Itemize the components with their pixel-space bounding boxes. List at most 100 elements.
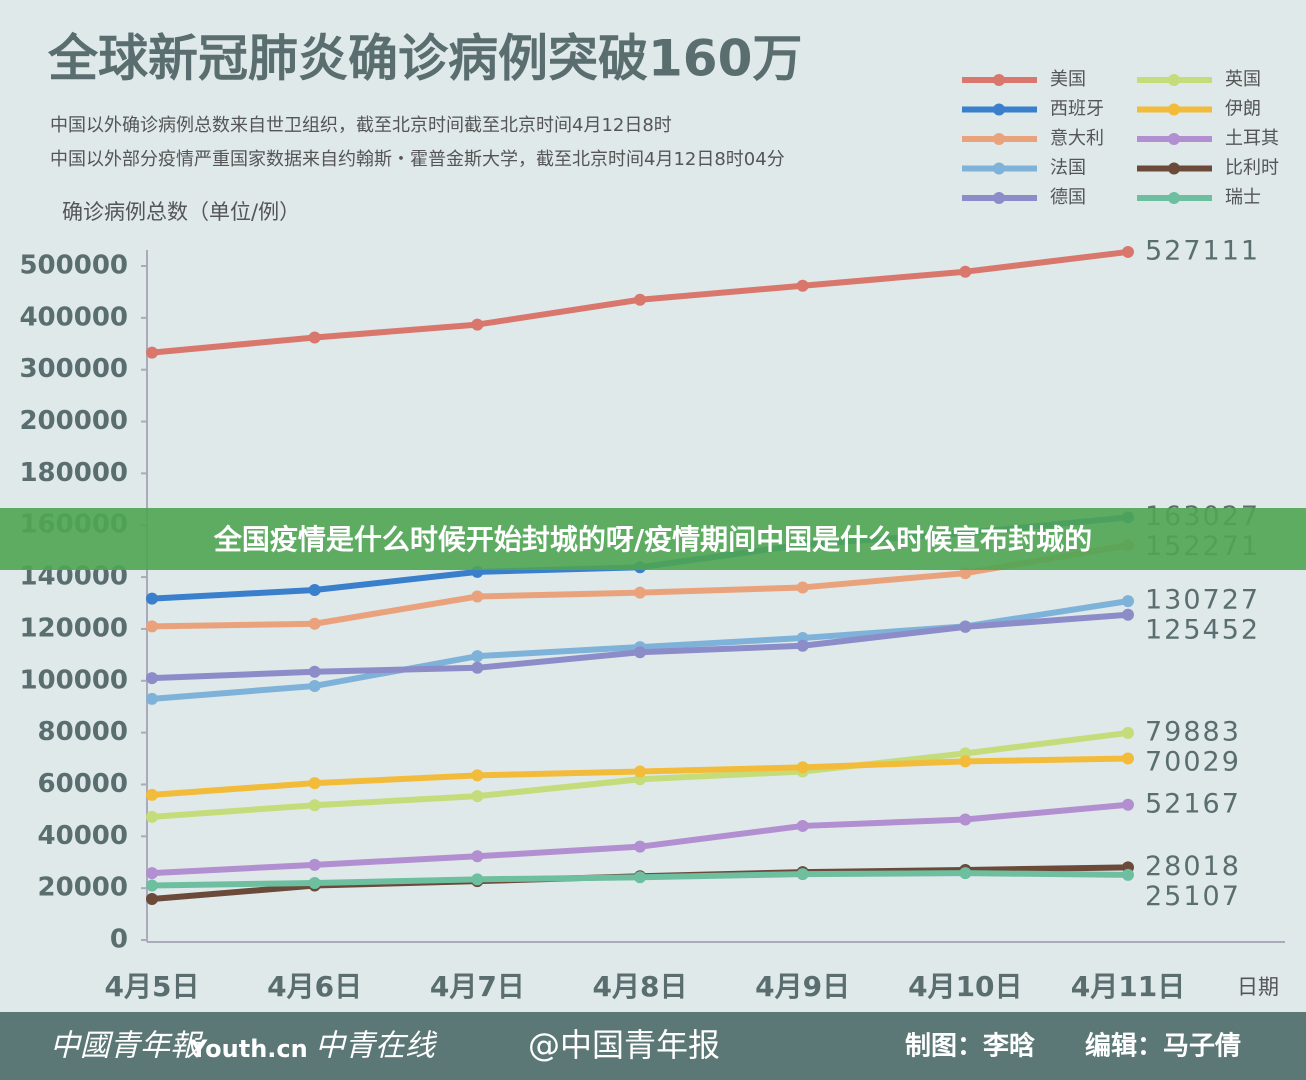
y-tick-label: 40000 — [38, 821, 128, 851]
subtitle: 中国以外部分疫情严重国家数据来自约翰斯・霍普金斯大学，截至北京时间4月12日8时… — [50, 149, 785, 170]
y-tick-label: 100000 — [19, 665, 128, 695]
data-point — [634, 871, 646, 884]
legend-swatch — [993, 103, 1005, 116]
y-tick-label: 400000 — [19, 302, 128, 332]
data-point — [634, 765, 646, 778]
x-tick-label: 4月10日 — [908, 970, 1022, 1003]
data-point — [634, 840, 646, 853]
data-point — [146, 810, 158, 823]
data-label: 52167 — [1145, 788, 1241, 819]
data-point — [1122, 245, 1134, 258]
y-axis-label: 确诊病例总数（单位/例） — [62, 200, 300, 224]
legend-swatch — [1168, 133, 1180, 145]
credit: 编辑：马子倩 — [1085, 1031, 1241, 1062]
data-point — [796, 639, 809, 652]
data-point — [146, 893, 158, 906]
data-point — [1122, 798, 1134, 811]
x-tick-label: 4月6日 — [267, 970, 362, 1003]
legend-swatch — [1168, 192, 1180, 204]
data-point — [146, 879, 158, 892]
data-point — [634, 293, 646, 306]
data-point — [959, 755, 972, 768]
data-point — [471, 790, 484, 803]
data-point — [471, 650, 484, 663]
subtitle: 中国以外确诊病例总数来自世卫组织，截至北京时间截至北京时间4月12日8时 — [50, 115, 672, 136]
data-point — [471, 850, 484, 863]
data-point — [146, 692, 158, 705]
legend-label: 法国 — [1050, 158, 1086, 179]
legend-swatch — [993, 74, 1005, 86]
data-label: 28018 — [1145, 851, 1241, 882]
x-tick-label: 4月5日 — [105, 970, 200, 1003]
credit: 制图：李晗 — [905, 1031, 1035, 1062]
data-point — [146, 867, 158, 880]
y-tick-label: 200000 — [19, 406, 128, 436]
y-tick-label: 80000 — [38, 717, 128, 747]
data-point — [959, 567, 972, 580]
y-tick-label: 60000 — [38, 769, 128, 799]
data-point — [1122, 608, 1134, 621]
data-point — [471, 661, 484, 674]
data-point — [308, 617, 321, 630]
data-point — [471, 590, 484, 603]
legend-swatch — [1168, 103, 1180, 116]
banner-text: 全国疫情是什么时候开始封城的呀/疫情期间中国是什么时候宣布封城的 — [213, 523, 1092, 556]
legend-label: 伊朗 — [1225, 99, 1261, 120]
legend-label: 意大利 — [1050, 128, 1104, 149]
data-point — [796, 761, 809, 774]
data-point — [959, 620, 972, 633]
data-point — [471, 769, 484, 782]
legend-swatch — [993, 133, 1005, 145]
logo: 中青在线 — [315, 1029, 438, 1064]
legend-label: 瑞士 — [1225, 187, 1261, 208]
legend-label: 西班牙 — [1050, 99, 1104, 120]
data-point — [959, 265, 972, 278]
data-point — [308, 777, 321, 790]
weibo: @中国青年报 — [528, 1026, 720, 1064]
x-tick-label: 4月7日 — [430, 970, 525, 1003]
data-point — [308, 584, 321, 597]
legend-swatch — [1168, 162, 1180, 175]
legend-label: 比利时 — [1225, 158, 1279, 179]
data-label: 130727 — [1145, 585, 1260, 616]
data-point — [959, 813, 972, 826]
data-point — [796, 581, 809, 594]
legend-swatch — [993, 192, 1005, 204]
data-point — [308, 876, 321, 889]
data-point — [308, 679, 321, 692]
legend-label: 土耳其 — [1225, 128, 1279, 149]
y-tick-label: 300000 — [19, 354, 128, 384]
data-point — [796, 819, 809, 832]
logo: 中國青年報 — [50, 1029, 204, 1064]
y-tick-label: 500000 — [19, 251, 128, 281]
data-point — [308, 799, 321, 812]
legend-label: 德国 — [1050, 187, 1086, 208]
x-tick-label: 4月8日 — [593, 970, 688, 1003]
y-tick-label: 120000 — [19, 613, 128, 643]
legend-label: 美国 — [1050, 69, 1086, 90]
data-point — [796, 868, 809, 881]
data-point — [634, 586, 646, 599]
y-tick-label: 0 — [110, 925, 128, 955]
data-label: 79883 — [1145, 716, 1241, 747]
data-point — [308, 665, 321, 678]
data-label: 527111 — [1145, 235, 1260, 266]
chart-title: 全球新冠肺炎确诊病例突破160万 — [47, 30, 802, 88]
x-tick-label: 4月9日 — [755, 970, 850, 1003]
data-label: 125452 — [1145, 615, 1260, 646]
logo: Youth.cn — [189, 1035, 308, 1063]
data-point — [471, 318, 484, 331]
y-tick-label: 180000 — [19, 458, 128, 488]
data-point — [959, 867, 972, 880]
data-point — [146, 672, 158, 685]
data-point — [1122, 752, 1134, 765]
data-point — [308, 331, 321, 344]
data-point — [146, 346, 158, 359]
plot-area: 0200004000060000800001000001200001400001… — [19, 235, 1260, 1003]
legend-label: 英国 — [1225, 69, 1261, 90]
legend-swatch — [1168, 74, 1180, 86]
data-point — [634, 646, 646, 659]
data-point — [1122, 868, 1134, 881]
legend-swatch — [993, 162, 1005, 175]
footer — [0, 1012, 1306, 1080]
